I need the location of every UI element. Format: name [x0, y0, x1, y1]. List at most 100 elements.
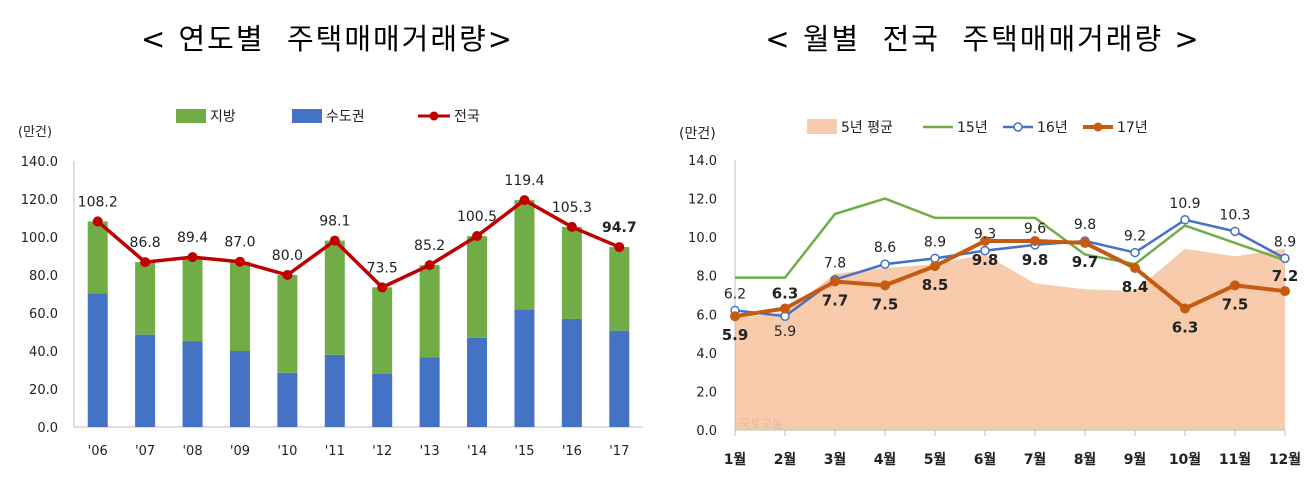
bar-regional — [135, 262, 156, 335]
data-label-17: 7.7 — [822, 292, 849, 310]
point-nation — [519, 195, 530, 206]
area-5yr-avg — [735, 248, 1285, 430]
point-nation — [614, 242, 625, 253]
bar-capital — [182, 341, 203, 427]
y-tick-label: 0.0 — [696, 424, 717, 439]
point-nation — [377, 282, 388, 293]
legend-label-1: 수도권 — [326, 109, 365, 125]
bar-capital — [229, 351, 250, 427]
data-label-17: 5.9 — [722, 326, 749, 344]
point-17 — [1180, 303, 1190, 314]
legend-marker-nation — [429, 111, 439, 121]
x-tick-label: '17 — [609, 444, 629, 459]
line-nation — [96, 198, 620, 290]
bar-regional — [324, 240, 345, 355]
y-tick-label: 14.0 — [688, 154, 717, 169]
y-tick-label: 12.0 — [688, 193, 717, 208]
x-tick-label: '12 — [372, 444, 392, 459]
x-tick-label: '11 — [325, 444, 345, 459]
data-label-17: 9.8 — [1022, 251, 1049, 269]
y-tick-label: 60.0 — [29, 307, 58, 322]
data-label-nation: 105.3 — [552, 200, 592, 216]
data-label-nation: 85.2 — [414, 238, 445, 254]
bar-capital — [467, 337, 488, 427]
x-tick-label: 8월 — [1074, 451, 1097, 468]
data-label-16: 10.9 — [1169, 196, 1200, 212]
data-label-17: 7.5 — [1222, 295, 1249, 313]
data-label-17: 7.5 — [872, 295, 899, 313]
monthly-chart-title: < 월별 전국 주택매매거래량 > — [765, 22, 1201, 56]
y-tick-label: 8.0 — [696, 270, 717, 285]
bar-capital — [609, 330, 630, 427]
y-tick-label: 120.0 — [21, 193, 58, 208]
point-17 — [780, 303, 790, 314]
point-17 — [730, 311, 740, 322]
bar-capital — [277, 372, 298, 427]
point-16 — [1130, 247, 1140, 258]
legend-marker-17 — [1093, 122, 1103, 132]
data-label-nation: 100.5 — [457, 209, 497, 225]
monthly-chart-panel: < 월별 전국 주택매매거래량 > 5년 평균 15년 16년 17년 (만건) 0.0 2… — [655, 0, 1311, 493]
point-17 — [1130, 263, 1140, 273]
data-label-16: 10.3 — [1219, 207, 1250, 223]
yearly-chart: 지방 수도권 전국 (만건) 0.0 20.0 40.0 60.0 80.0 100.0 120.0… — [18, 109, 643, 459]
data-label-17: 6.3 — [772, 285, 799, 303]
y-tick-label: 80.0 — [29, 269, 58, 284]
line-15 — [735, 197, 1286, 279]
data-label-17: 7.2 — [1272, 267, 1299, 285]
data-label-nation: 87.0 — [224, 235, 255, 251]
y-tick-label: 6.0 — [696, 308, 717, 323]
x-tick-label: '07 — [135, 444, 155, 459]
y-tick-label: 140.0 — [21, 155, 58, 170]
x-tick-label: 1월 — [724, 451, 747, 468]
point-16 — [1230, 226, 1240, 237]
data-label-17: 6.3 — [1172, 319, 1199, 337]
bar-capital — [561, 318, 582, 427]
y-axis-title: (만건) — [18, 125, 52, 140]
bar-regional — [87, 221, 108, 294]
y-tick-label: 40.0 — [29, 345, 58, 360]
legend-label-15: 15년 — [957, 120, 988, 136]
point-nation — [92, 216, 103, 227]
y-tick-label: 10.0 — [688, 231, 717, 246]
point-17 — [1230, 280, 1240, 291]
x-tick-label: '16 — [562, 444, 582, 459]
data-label-17: 9.8 — [972, 251, 999, 269]
y-tick-label: 100.0 — [21, 231, 58, 246]
data-label-16: 8.9 — [1274, 234, 1296, 250]
bar-capital — [324, 354, 345, 427]
yearly-chart-panel: < 연도별 주택매매거래량> 지방 수도권 전국 (만건) 0.0 20.0 40.0 60.… — [0, 0, 655, 493]
point-nation — [282, 270, 293, 280]
x-tick-label: 7월 — [1024, 451, 1047, 468]
bar-regional — [372, 287, 393, 374]
bar-regional — [467, 236, 488, 338]
point-17 — [1080, 237, 1090, 248]
bar-capital — [372, 373, 393, 427]
monthly-chart: 5년 평균 15년 16년 17년 (만건) 0.0 2.0 4.0 6.0 8.0 10.0 12.… — [679, 119, 1301, 468]
legend-swatch-1 — [292, 109, 322, 123]
data-label-nation: 73.5 — [367, 260, 398, 276]
legend-label-0: 지방 — [210, 109, 236, 125]
y-tick-label: 2.0 — [696, 385, 717, 400]
x-tick-label: '08 — [182, 444, 202, 459]
bar-regional — [419, 265, 440, 358]
bar-capital — [514, 309, 535, 427]
x-tick-label: '14 — [467, 444, 487, 459]
bar-regional — [609, 247, 630, 331]
point-nation — [140, 257, 151, 268]
y-tick-label: 4.0 — [696, 347, 717, 362]
data-label-16: 9.3 — [974, 227, 996, 243]
x-tick-label: 3월 — [824, 451, 847, 468]
y-tick-label: 20.0 — [29, 383, 58, 398]
point-nation — [329, 235, 340, 246]
point-17 — [1280, 286, 1290, 297]
legend-label-5yr-avg: 5년 평균 — [841, 120, 893, 136]
point-17 — [980, 236, 990, 246]
legend-label-16: 16년 — [1037, 120, 1068, 136]
x-tick-label: 2월 — [774, 451, 797, 468]
point-16 — [1180, 215, 1190, 225]
data-label-16: 5.9 — [774, 324, 796, 340]
x-tick-label: 12월 — [1269, 451, 1301, 468]
data-label-16: 9.2 — [1124, 229, 1146, 245]
legend-marker-16 — [1013, 122, 1023, 132]
